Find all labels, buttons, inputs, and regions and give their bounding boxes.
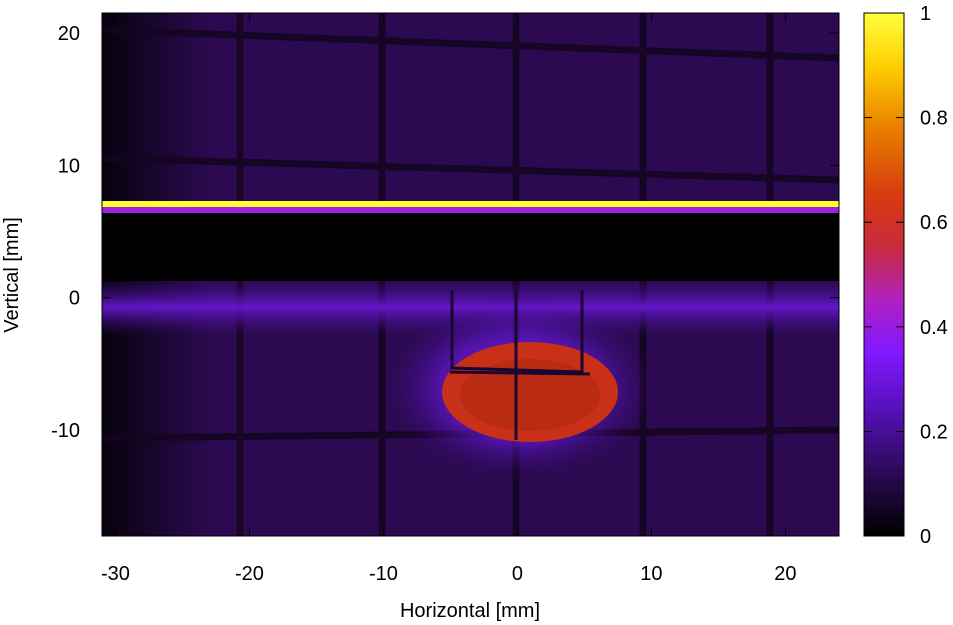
colorbar-tick-label: 0 (920, 526, 931, 548)
colorbar-tick-label: 0.2 (920, 421, 948, 443)
colorbar-tick-label: 0.8 (920, 108, 948, 130)
x-tick-label: -10 (369, 563, 398, 585)
dark-band (102, 213, 839, 281)
central-structure (449, 290, 591, 440)
x-tick-label: 0 (512, 563, 523, 585)
x-tick-label: -30 (101, 563, 130, 585)
hot-spot-inner (460, 359, 600, 431)
colorbar-tick-label: 0.6 (920, 212, 948, 234)
colorbar-tick-label: 0.4 (920, 317, 948, 339)
x-axis-title: Horizontal [mm] (400, 600, 540, 622)
bright-line-purple (102, 207, 839, 213)
heatmap-image (102, 13, 839, 536)
y-tick-label: 0 (69, 288, 80, 310)
bright-line-yellow (102, 201, 839, 207)
x-tick-label: 10 (640, 563, 662, 585)
y-tick-label: -10 (51, 420, 80, 442)
x-tick-label: 20 (774, 563, 796, 585)
y-axis-ticks: -10 0 10 20 (51, 23, 839, 442)
colorbar-tick-label: 1 (920, 3, 931, 25)
x-tick-label: -20 (235, 563, 264, 585)
colorbar-ticks: 0 0.2 0.4 0.6 0.8 1 (864, 3, 948, 548)
x-axis-ticks: -30 -20 -10 0 10 20 (101, 13, 797, 585)
plot-frame (101, 12, 840, 537)
y-tick-label: 20 (58, 23, 80, 45)
y-axis-title: Vertical [mm] (1, 217, 23, 333)
colorbar (863, 12, 905, 537)
y-tick-label: 10 (58, 155, 80, 177)
